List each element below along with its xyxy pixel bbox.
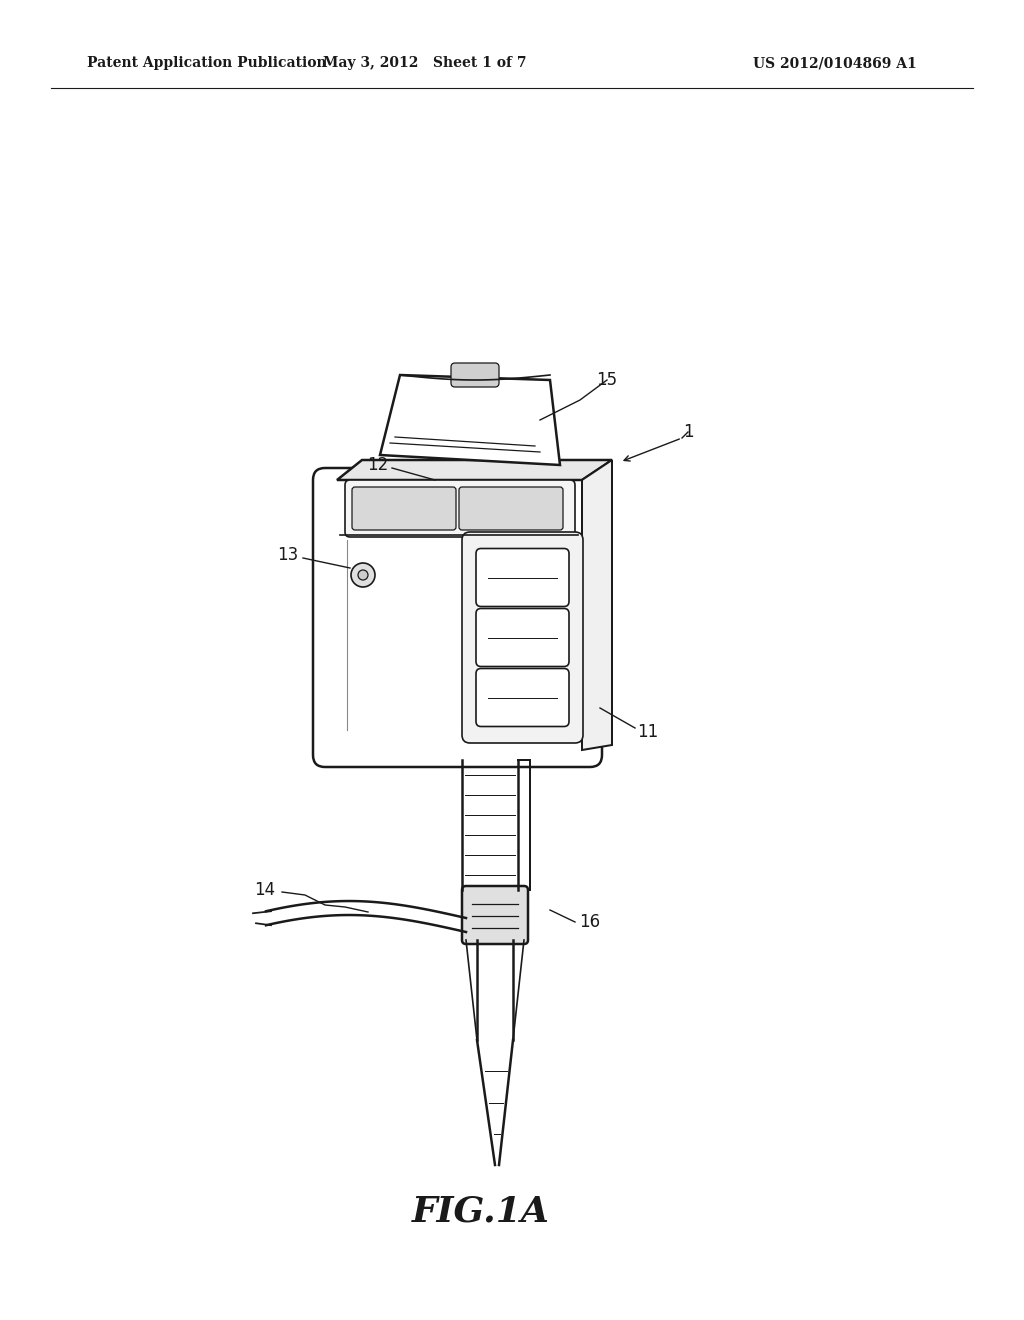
Text: FIG.1A: FIG.1A (413, 1195, 550, 1229)
FancyBboxPatch shape (352, 487, 456, 531)
FancyBboxPatch shape (476, 549, 569, 606)
Text: US 2012/0104869 A1: US 2012/0104869 A1 (753, 57, 916, 70)
Text: 11: 11 (637, 723, 658, 741)
Polygon shape (582, 459, 612, 750)
Circle shape (358, 570, 368, 579)
Text: 13: 13 (278, 546, 299, 564)
Text: May 3, 2012   Sheet 1 of 7: May 3, 2012 Sheet 1 of 7 (324, 57, 526, 70)
FancyBboxPatch shape (459, 487, 563, 531)
Circle shape (351, 564, 375, 587)
FancyBboxPatch shape (462, 886, 528, 944)
FancyBboxPatch shape (462, 532, 583, 743)
Polygon shape (337, 459, 612, 480)
Text: Patent Application Publication: Patent Application Publication (87, 57, 327, 70)
Text: 16: 16 (580, 913, 600, 931)
Text: 12: 12 (368, 455, 389, 474)
Polygon shape (380, 375, 560, 465)
FancyBboxPatch shape (345, 480, 575, 537)
FancyBboxPatch shape (451, 363, 499, 387)
Text: 14: 14 (254, 880, 275, 899)
Text: 1: 1 (683, 422, 693, 441)
FancyBboxPatch shape (476, 668, 569, 726)
FancyBboxPatch shape (476, 609, 569, 667)
Text: 15: 15 (596, 371, 617, 389)
FancyBboxPatch shape (313, 469, 602, 767)
